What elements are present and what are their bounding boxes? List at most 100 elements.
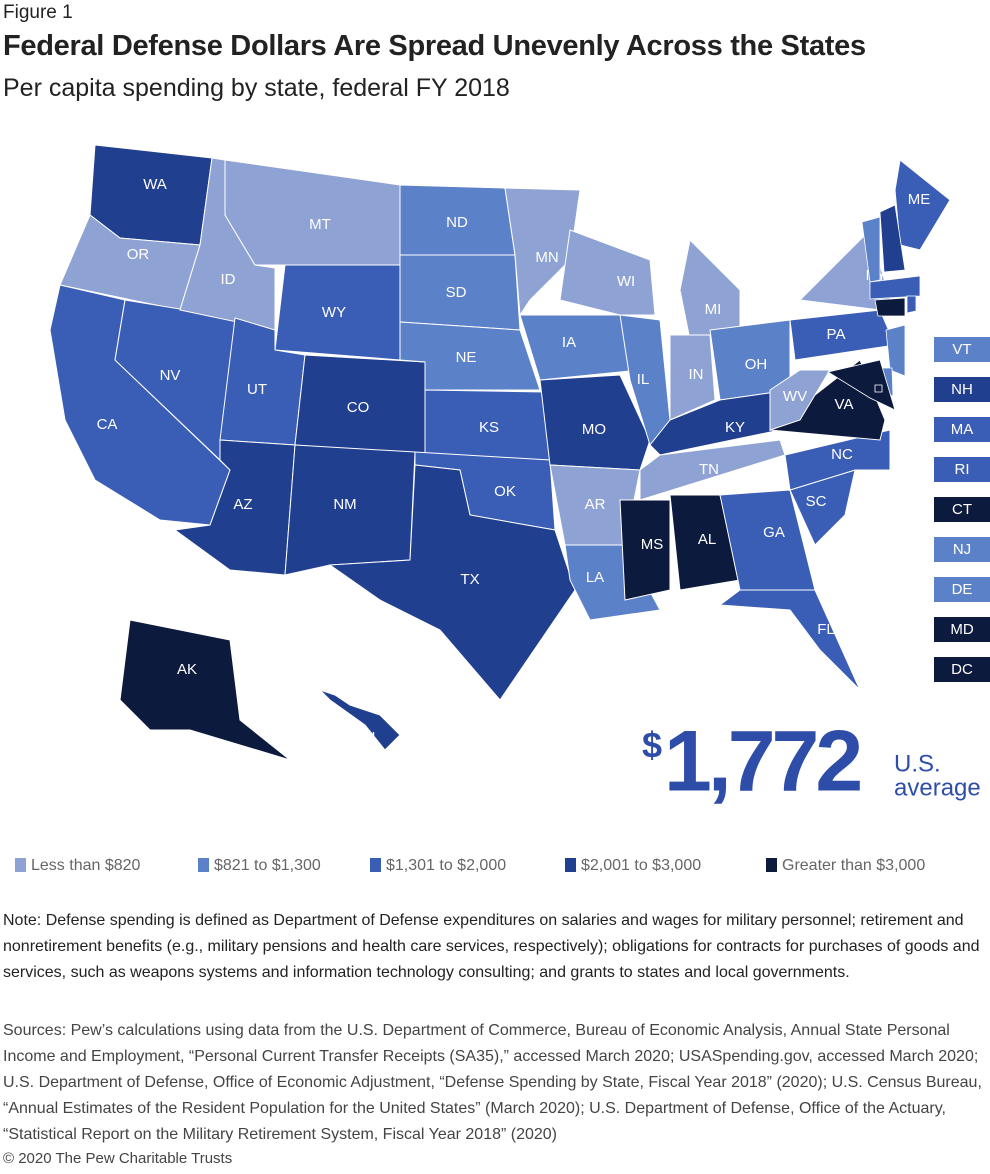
inset-box [934, 657, 990, 682]
state-label: MI [705, 301, 722, 318]
inset-box [934, 617, 990, 642]
legend-label: Less than $820 [31, 857, 141, 874]
state-label: LA [586, 569, 604, 586]
state-label: AZ [233, 496, 252, 513]
state [894, 159, 951, 251]
inset-label: NH [951, 381, 973, 398]
average-currency: $ [642, 725, 662, 766]
state [906, 295, 917, 314]
sources: Sources: Pew’s calculations using data f… [3, 1022, 982, 1143]
state [885, 324, 906, 377]
state [718, 589, 861, 691]
title: Federal Defense Dollars Are Spread Uneve… [3, 30, 866, 62]
figure-label: Figure 1 [3, 2, 73, 23]
state-label: SD [446, 284, 467, 301]
state-label: TX [460, 571, 479, 588]
state-label: KS [479, 419, 499, 436]
state-label: WY [322, 304, 346, 321]
state-label: WA [143, 176, 167, 193]
state [224, 159, 401, 266]
average-label: U.S. [894, 750, 941, 777]
state-label: SC [806, 493, 827, 510]
state-label: VA [835, 396, 854, 413]
inset-box [934, 497, 990, 522]
state-label: MO [582, 421, 606, 438]
state-label: GA [763, 524, 785, 541]
state [861, 216, 881, 283]
subtitle: Per capita spending by state, federal FY… [3, 74, 510, 102]
average-label: average [894, 774, 981, 801]
inset-box [934, 337, 990, 362]
state [639, 439, 786, 501]
inset-box [934, 417, 990, 442]
state-label: ND [446, 214, 468, 231]
state-label: NC [831, 446, 853, 463]
state-label: FL [817, 621, 835, 638]
inset-label: MD [950, 621, 973, 638]
legend-swatch [766, 858, 777, 872]
inset-box [934, 577, 990, 602]
state-label: OR [127, 246, 150, 263]
state-label: MS [641, 536, 664, 553]
copyright: © 2020 The Pew Charitable Trusts [3, 1150, 233, 1167]
inset-label: DE [952, 581, 973, 598]
state-label: ID [221, 271, 236, 288]
state-label: MN [535, 249, 558, 266]
inset-label: VT [952, 341, 971, 358]
state-label: WI [617, 273, 635, 290]
state-label: NV [160, 367, 181, 384]
state-label: IA [562, 334, 576, 351]
inset-label: DC [951, 661, 973, 678]
state [539, 374, 651, 471]
state [874, 384, 883, 393]
state-label: AR [585, 496, 606, 513]
state-label: MT [309, 216, 331, 233]
state [119, 619, 291, 761]
note: Note: Defense spending is defined as Dep… [3, 912, 980, 981]
legend-swatch [565, 858, 576, 872]
state-label: HI [361, 729, 376, 746]
legend-label: Greater than $3,000 [782, 857, 925, 874]
state [769, 369, 831, 431]
inset-label: MA [951, 421, 974, 438]
state [564, 544, 661, 621]
average-amount: 1,772 [664, 714, 860, 810]
inset-label: RI [955, 461, 970, 478]
state [559, 229, 656, 316]
inset-label: CT [952, 501, 972, 518]
state-label: OK [494, 483, 516, 500]
inset-box [934, 537, 990, 562]
legend-label: $2,001 to $3,000 [581, 857, 701, 874]
state-label: NM [333, 496, 356, 513]
map: WA OR CA NV ID MT WY UT AZ CO NM ND SD NE KS OK TX MN IA MO… [15, 144, 990, 874]
state-label: PA [827, 326, 846, 343]
state-label: KY [725, 419, 745, 436]
state-label: IL [637, 371, 650, 388]
state-label: AK [177, 661, 197, 678]
inset-box [934, 457, 990, 482]
state-label: IN [689, 366, 704, 383]
state [328, 464, 576, 701]
state [504, 187, 581, 317]
legend-swatch [370, 858, 381, 872]
state [826, 359, 896, 411]
state [319, 689, 401, 751]
state-label: WV [783, 388, 807, 405]
state [869, 275, 921, 300]
state [874, 297, 906, 317]
state [879, 204, 906, 273]
legend-label: $821 to $1,300 [214, 857, 321, 874]
state-label: ME [908, 191, 931, 208]
state-label: OH [745, 356, 768, 373]
state-label: CO [347, 399, 370, 416]
inset-label: NJ [953, 541, 971, 558]
legend-swatch [15, 858, 26, 872]
state-label: UT [247, 381, 267, 398]
legend-swatch [198, 858, 209, 872]
state [679, 238, 741, 341]
legend-label: $1,301 to $2,000 [386, 857, 506, 874]
state [619, 499, 671, 601]
inset-box [934, 377, 990, 402]
state-label: NE [456, 349, 477, 366]
